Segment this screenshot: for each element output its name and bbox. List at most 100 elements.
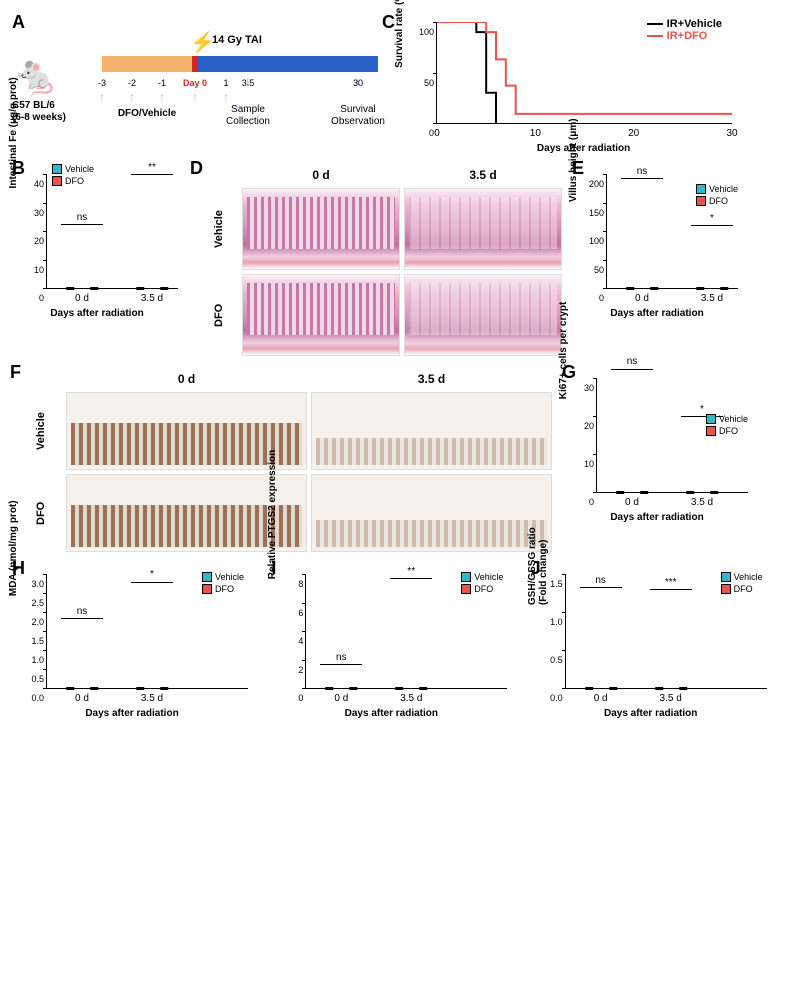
B-ylabel: Intestinal Fe (μg/g prot) [8, 77, 19, 188]
arrow-down-icon: ↓ [355, 74, 361, 88]
chart-i: Relative PTGS2 expression 02468 0 d ns 3… [271, 566, 511, 721]
f-row-1: DFO [20, 474, 62, 552]
legend-sw-vehicle [461, 572, 471, 582]
f-col-1: 3.5 d [311, 370, 552, 388]
J-xlabel: Days after radiation [604, 708, 697, 719]
timeline-bar [102, 56, 378, 72]
J-sig-0: ns [595, 575, 606, 586]
d-grid: 0 d 3.5 d Vehicle DFO [200, 166, 562, 356]
H-ylabel: MDA (nmol/mg prot) [8, 500, 19, 596]
G-xtick-0: 0 d [625, 497, 639, 508]
panel-a: A 🐁 C57 BL/6 (6-8 weeks) ⚡ 14 Gy TAI -3-… [12, 12, 372, 142]
G-sig-0: ns [627, 356, 638, 367]
G-xlabel: Days after radiation [610, 512, 703, 523]
J-legend: Vehicle DFO [721, 572, 763, 594]
chart-h: MDA (nmol/mg prot) 0.00.51.01.52.02.53.0… [12, 566, 252, 721]
f-histo-dfo-35 [311, 474, 552, 552]
B-xtick-0: 0 d [75, 293, 89, 304]
E-ylabel: Villus height (μm) [568, 118, 579, 202]
mouse-icon: 🐁 [12, 54, 59, 98]
arrow-up-icon: ↑ [159, 90, 165, 104]
E-sig-0: ns [637, 166, 648, 177]
legend-sw-dfo [696, 196, 706, 206]
panel-d: D 0 d 3.5 d Vehicle DFO [192, 166, 562, 356]
panel-f: F 0 d 3.5 d Vehicle DFO [12, 370, 552, 552]
survival-label-1: Survival [340, 104, 376, 115]
G-ylabel: Ki67+ cells per crypt [558, 301, 569, 399]
sample-label-1: Sample [231, 104, 265, 115]
H-xlabel: Days after radiation [85, 708, 178, 719]
I-xtick-0: 0 d [334, 693, 348, 704]
J-xtick-0: 0 d [594, 693, 608, 704]
a-tick-0: -3 [98, 78, 106, 88]
row-4: H MDA (nmol/mg prot) 0.00.51.01.52.02.53… [12, 566, 778, 721]
arrow-up-icon: ↑ [129, 90, 135, 104]
timeline-pre [102, 56, 192, 72]
d-col-1: 3.5 d [404, 166, 562, 184]
E-sig-1: * [710, 213, 714, 224]
figure-container: A 🐁 C57 BL/6 (6-8 weeks) ⚡ 14 Gy TAI -3-… [12, 12, 778, 721]
f-histo-veh-35 [311, 392, 552, 470]
B-legend: Vehicle DFO [52, 164, 94, 186]
d-row-1: DFO [200, 274, 238, 356]
a-tick-4: 1 [223, 78, 228, 88]
H-xtick-1: 3.5 d [141, 693, 163, 704]
f-col-0: 0 d [66, 370, 307, 388]
G-legend: Vehicle DFO [706, 414, 748, 436]
c-ylabel: Survival rate (%) [394, 0, 405, 68]
legend-sw-vehicle [202, 572, 212, 582]
c-legend-dfo: IR+DFO [647, 30, 722, 42]
f-grid: 0 d 3.5 d Vehicle DFO [20, 370, 552, 552]
a-tick-3: Day 0 [183, 78, 207, 88]
row-2: B Intestinal Fe (μg/g prot) 010203040 0 … [12, 166, 778, 356]
B-xtick-1: 3.5 d [141, 293, 163, 304]
legend-sw-dfo [52, 176, 62, 186]
legend-sw-vehicle [52, 164, 62, 174]
G-sig-1: * [700, 404, 704, 415]
chart-e: Villus height (μm) 050100150200 0 d ns 3… [572, 166, 742, 321]
B-xlabel: Days after radiation [50, 308, 143, 319]
arrow-down-icon: ↓ [245, 74, 251, 88]
E-legend: Vehicle DFO [696, 184, 738, 206]
H-legend: Vehicle DFO [202, 572, 244, 594]
B-sig-1: ** [148, 162, 156, 173]
legend-sw-vehicle [696, 184, 706, 194]
J-ylabel: GSH/GSSG ratio(Fold change) [527, 527, 549, 605]
panel-c: C Survival rate (%) 050100 0102030 IR+Ve… [382, 12, 742, 152]
d-row-0: Vehicle [200, 188, 238, 270]
E-xtick-0: 0 d [635, 293, 649, 304]
G-xtick-1: 3.5 d [691, 497, 713, 508]
f-row-0: Vehicle [20, 392, 62, 470]
E-xtick-1: 3.5 d [701, 293, 723, 304]
I-xtick-1: 3.5 d [400, 693, 422, 704]
row-3: F 0 d 3.5 d Vehicle DFO G Ki67+ cells pe… [12, 370, 778, 552]
H-xtick-0: 0 d [75, 693, 89, 704]
d-histo-veh-0 [242, 188, 400, 270]
c-legend: IR+Vehicle IR+DFO [647, 18, 722, 42]
survival-label-2: Observation [331, 116, 385, 127]
B-plot: 010203040 0 d ns 3.5 d ** [46, 174, 178, 289]
d-histo-veh-35 [404, 188, 562, 270]
I-legend: Vehicle DFO [461, 572, 503, 594]
sample-label-2: Collection [226, 116, 270, 127]
J-sig-1: *** [665, 577, 677, 588]
I-xlabel: Days after radiation [345, 708, 438, 719]
I-sig-1: ** [407, 566, 415, 577]
panel-label-a: A [12, 12, 25, 33]
chart-j: GSH/GSSG ratio(Fold change) 0.00.51.01.5… [531, 566, 771, 721]
d-histo-dfo-35 [404, 274, 562, 356]
legend-sw-dfo [706, 426, 716, 436]
legend-sw-dfo [461, 584, 471, 594]
row-1: A 🐁 C57 BL/6 (6-8 weeks) ⚡ 14 Gy TAI -3-… [12, 12, 778, 152]
legend-sw-dfo [721, 584, 731, 594]
arrow-up-icon: ↑ [99, 90, 105, 104]
a-tick-2: -1 [158, 78, 166, 88]
timeline-post [198, 56, 378, 72]
a-tick-1: -2 [128, 78, 136, 88]
arrow-up-icon: ↑ [223, 90, 229, 104]
d-col-0: 0 d [242, 166, 400, 184]
arrow-up-icon: ↑ [192, 90, 198, 104]
tai-label: 14 Gy TAI [212, 34, 262, 46]
H-sig-0: ns [77, 606, 88, 617]
E-xlabel: Days after radiation [610, 308, 703, 319]
